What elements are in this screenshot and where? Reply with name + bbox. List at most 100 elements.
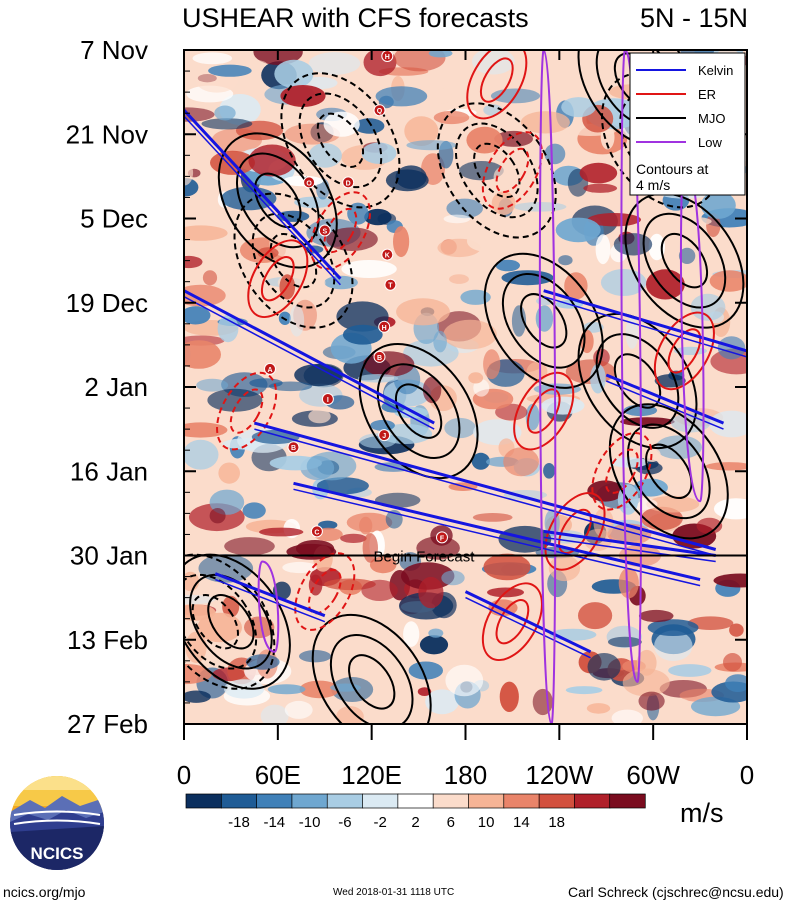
shear-blob [408,661,443,680]
mjo-contour [358,343,479,480]
er-contour [247,239,309,319]
er-contour [216,371,278,451]
storm-marker: O [303,176,316,189]
storm-marker: Q [373,104,386,117]
colorbar-tick-label: 10 [478,814,495,831]
shear-blob [340,533,367,544]
mjo-contour [624,192,745,329]
x-axis: 0 60E 120E 180 120W 60W 0 [177,50,754,790]
shear-blob [316,477,369,495]
storm-marker-dot [318,224,331,237]
shear-blob [587,653,621,681]
storm-marker: K [381,248,394,261]
shear-blob [299,650,332,663]
x-tick-label: 0 [177,760,191,790]
storm-marker-label: H [385,54,390,61]
shear-blob [472,50,515,75]
shear-blob [184,422,228,438]
shear-blob [543,463,556,479]
shear-blob [579,162,618,184]
kelvin-track-inner [184,296,435,430]
er-contour [544,492,606,571]
shear-blob [583,183,618,193]
shear-blob [221,186,277,211]
colorbar-swatch [538,793,576,809]
shear-blob [342,324,383,345]
mjo-contour [191,594,239,650]
colorbar-tick-label: -10 [299,814,321,831]
shear-blob [471,452,490,470]
legend-label: ER [698,87,716,102]
er-contour [307,568,342,615]
kelvin-track-inner [254,428,716,557]
shear-blob [268,381,313,392]
shear-blob [214,105,236,121]
mjo-contour [207,594,255,650]
storm-marker-dot [342,176,355,189]
mjo-contour [595,333,680,429]
shear-blob [434,88,452,104]
shear-blob [425,689,459,715]
shear-blob [607,636,642,648]
legend-label: MJO [698,111,725,126]
mjo-contour [329,634,414,724]
shear-blob [370,419,395,431]
shear-blob [336,301,389,332]
er-contours [216,50,715,662]
mjo-contour [577,312,698,450]
colorbar-swatch [503,793,540,809]
er-contour [323,207,358,254]
shear-blob [184,306,211,325]
shear-blob [613,233,653,256]
y-axis: 7 Nov 21 Nov 5 Dec 19 Dec 2 Jan 16 Jan 30 Jan 1… [66,35,747,739]
kelvin-track [254,421,717,551]
storm-marker-dot [378,429,391,442]
colorbar-tick-label: 14 [513,814,530,831]
er-contour [229,388,264,434]
x-tick-label: 120W [525,760,593,790]
legend-label: Low [698,135,722,150]
shear-blob [709,410,747,438]
er-contour [309,191,371,270]
storm-marker-label: Q [377,108,383,115]
er-contour [481,131,543,210]
kelvin-track [184,109,342,280]
shear-blob [393,226,410,258]
colorbar-swatch [185,793,222,809]
shear-blob [468,372,484,384]
mjo-contour [184,553,291,690]
er-contour [294,552,356,631]
shear-blob [483,349,501,380]
storm-marker-label: T [388,283,393,290]
shear-blob [369,556,397,574]
shear-blob [184,255,203,269]
shear-blob [267,684,306,695]
low-track [620,50,643,683]
shear-blob [336,706,364,724]
er-contour [591,431,653,511]
shear-blob [586,703,611,714]
storm-marker-label: B [377,355,382,362]
mjo-contour [184,573,258,670]
shear-blob [242,502,266,519]
storm-marker-dot [373,350,386,363]
mjo-contour [394,383,443,439]
shear-blob [248,144,296,177]
shear-blob [668,664,712,677]
shear-blob [541,396,585,415]
shear-blob [625,317,639,349]
shear-blob [654,630,693,662]
y-tick-label: 21 Nov [66,119,148,149]
mjo-contour [348,654,396,710]
footer-site[interactable]: ncics.org/mjo [3,884,86,900]
storm-marker-label: I [327,397,329,404]
storm-marker-dot [381,248,394,261]
storm-marker-dot [310,525,323,538]
low-track [257,560,280,653]
colorbar-swatch [291,793,328,809]
kelvin-track-inner [543,536,716,563]
shear-blob [184,225,228,241]
kelvin-track [293,481,701,582]
mjo-contour [642,212,727,309]
